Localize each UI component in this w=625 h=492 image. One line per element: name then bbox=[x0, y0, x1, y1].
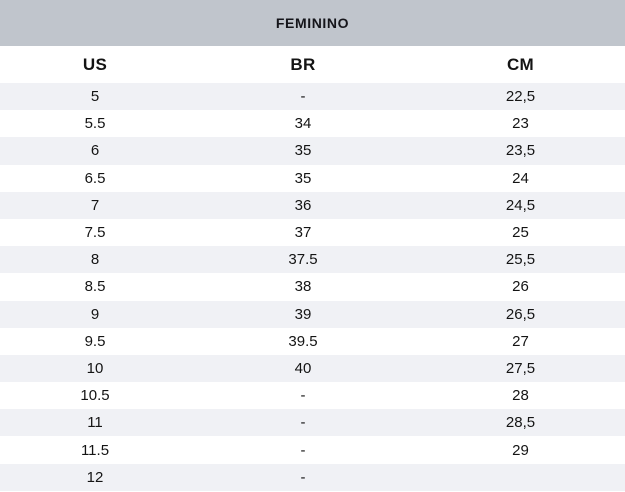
column-header-cm: CM bbox=[506, 54, 535, 74]
cell-us: 11 bbox=[87, 414, 103, 432]
cell-us: 5.5 bbox=[84, 115, 106, 133]
column-header-us: US bbox=[82, 54, 108, 74]
cell-cm: 25,5 bbox=[505, 251, 536, 269]
cell-br: 36 bbox=[294, 196, 312, 214]
table-body: 5 - 22,5 5.5 34 23 6 35 23,5 6.5 35 24 7 36 24,5 7.5 37 2… bbox=[0, 83, 625, 491]
table-row: 11 - 28,5 bbox=[0, 409, 625, 437]
cell-br: 35 bbox=[294, 142, 312, 160]
column-header-row: US BR CM bbox=[0, 46, 625, 83]
cell-us: 7.5 bbox=[84, 224, 106, 242]
table-row: 12 - bbox=[0, 463, 625, 491]
cell-cm: 24 bbox=[512, 169, 529, 187]
table-row: 6.5 35 24 bbox=[0, 165, 625, 192]
table-row: 7 36 24,5 bbox=[0, 191, 625, 219]
table-title-band: FEMININO bbox=[0, 0, 625, 46]
cell-us: 6 bbox=[90, 142, 100, 160]
cell-us: 8 bbox=[90, 251, 100, 269]
cell-br: - bbox=[300, 441, 306, 459]
cell-cm: 26,5 bbox=[505, 305, 536, 323]
cell-cm: 28,5 bbox=[505, 414, 536, 432]
cell-cm: 27 bbox=[512, 332, 529, 350]
table-row: 10 40 27,5 bbox=[0, 354, 625, 383]
cell-cm: 26 bbox=[512, 278, 529, 296]
cell-us: 10 bbox=[86, 359, 104, 377]
cell-br: 38 bbox=[294, 278, 312, 296]
cell-us: 9 bbox=[90, 305, 100, 323]
cell-br: 37.5 bbox=[288, 251, 318, 269]
cell-cm: 23,5 bbox=[505, 142, 536, 160]
cell-cm: 27,5 bbox=[505, 359, 536, 377]
cell-br: - bbox=[300, 414, 306, 432]
cell-br: - bbox=[300, 468, 306, 486]
cell-cm: 24,5 bbox=[505, 196, 536, 214]
cell-us: 7 bbox=[90, 196, 100, 214]
cell-br: 39 bbox=[294, 305, 312, 323]
table-row: 5.5 34 23 bbox=[0, 110, 625, 137]
table-title: FEMININO bbox=[275, 15, 350, 31]
cell-us: 5 bbox=[90, 88, 100, 106]
table-row: 10.5 - 28 bbox=[0, 382, 625, 409]
table-row: 7.5 37 25 bbox=[0, 219, 625, 246]
cell-us: 9.5 bbox=[84, 332, 106, 350]
cell-br: 37 bbox=[294, 224, 312, 242]
cell-cm: 25 bbox=[512, 224, 529, 242]
cell-br: 34 bbox=[294, 115, 312, 133]
table-row: 11.5 - 29 bbox=[0, 436, 625, 463]
cell-cm: 23 bbox=[512, 115, 529, 133]
cell-us: 11.5 bbox=[80, 441, 110, 459]
cell-cm: 28 bbox=[512, 387, 529, 405]
cell-us: 10.5 bbox=[80, 387, 110, 405]
cell-br: 39.5 bbox=[288, 332, 318, 350]
cell-br: 40 bbox=[294, 359, 312, 377]
table-row: 6 35 23,5 bbox=[0, 137, 625, 165]
cell-br: 35 bbox=[294, 169, 312, 187]
cell-br: - bbox=[300, 387, 306, 405]
table-row: 9 39 26,5 bbox=[0, 300, 625, 328]
table-row: 8 37.5 25,5 bbox=[0, 246, 625, 274]
cell-us: 12 bbox=[86, 468, 104, 486]
table-row: 9.5 39.5 27 bbox=[0, 328, 625, 355]
table-row: 5 - 22,5 bbox=[0, 83, 625, 111]
cell-us: 8.5 bbox=[84, 278, 106, 296]
cell-cm: 22,5 bbox=[505, 88, 536, 106]
table-row: 8.5 38 26 bbox=[0, 273, 625, 300]
cell-cm: 29 bbox=[512, 441, 529, 459]
cell-us: 6.5 bbox=[84, 169, 106, 187]
cell-br: - bbox=[300, 88, 306, 106]
column-header-br: BR bbox=[290, 54, 316, 74]
